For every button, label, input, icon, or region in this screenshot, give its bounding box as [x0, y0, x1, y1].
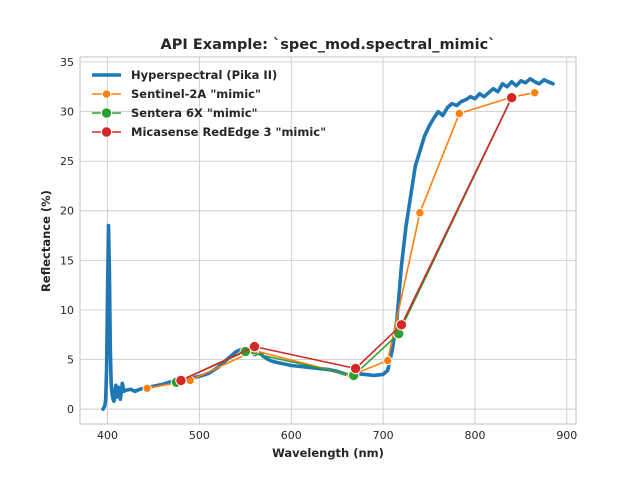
data-point — [142, 383, 152, 393]
series-3 — [175, 92, 518, 387]
legend-label: Sentera 6X "mimic" — [131, 106, 258, 120]
axis-ticks: 400 500 600 700 800 900 0 5 10 15 20 25 30 35 — [60, 56, 577, 442]
series-0 — [101, 77, 555, 411]
y-tick-label: 25 — [60, 155, 74, 168]
grid-lines — [80, 57, 576, 424]
y-tick-label: 30 — [60, 106, 74, 119]
data-point — [248, 340, 261, 353]
legend-marker — [100, 107, 113, 119]
x-tick-label: 700 — [373, 429, 394, 442]
data-point — [454, 108, 464, 119]
plot-frame — [79, 56, 577, 425]
legend-item: Hyperspectral (Pika II) — [92, 68, 277, 82]
legend-item: Sentera 6X "mimic" — [92, 106, 258, 120]
x-tick-label: 400 — [97, 429, 118, 442]
data-point — [349, 362, 362, 375]
data-point — [530, 88, 540, 98]
legend-label: Hyperspectral (Pika II) — [131, 68, 277, 82]
legend-label: Sentinel-2A "mimic" — [131, 87, 261, 101]
data-point — [395, 319, 408, 331]
chart-title: API Example: `spec_mod.spectral_mimic` — [161, 37, 496, 53]
y-tick-label: 20 — [60, 205, 74, 218]
y-axis-label: Reflectance (%) — [39, 190, 53, 292]
x-tick-label: 600 — [281, 429, 302, 442]
data-point — [175, 374, 187, 387]
y-tick-label: 35 — [60, 56, 74, 69]
y-tick-label: 15 — [60, 254, 74, 267]
series-line — [101, 77, 555, 411]
data-point — [506, 92, 518, 104]
x-tick-label: 800 — [464, 429, 485, 442]
legend-marker — [101, 89, 112, 99]
legend-label: Micasense RedEdge 3 "mimic" — [131, 125, 326, 139]
plot-series — [101, 77, 555, 411]
legend-item: Micasense RedEdge 3 "mimic" — [92, 125, 326, 139]
y-tick-label: 5 — [67, 354, 74, 367]
legend-item: Sentinel-2A "mimic" — [92, 87, 261, 101]
y-tick-label: 0 — [67, 403, 74, 416]
x-tick-label: 900 — [556, 429, 577, 442]
data-point — [415, 208, 425, 218]
legend-marker — [100, 126, 113, 138]
legend: Hyperspectral (Pika II) Sentinel-2A "mimi… — [92, 68, 326, 139]
y-tick-label: 10 — [60, 304, 74, 317]
x-tick-label: 500 — [189, 429, 210, 442]
data-point — [383, 355, 393, 366]
x-axis-label: Wavelength (nm) — [272, 446, 384, 460]
